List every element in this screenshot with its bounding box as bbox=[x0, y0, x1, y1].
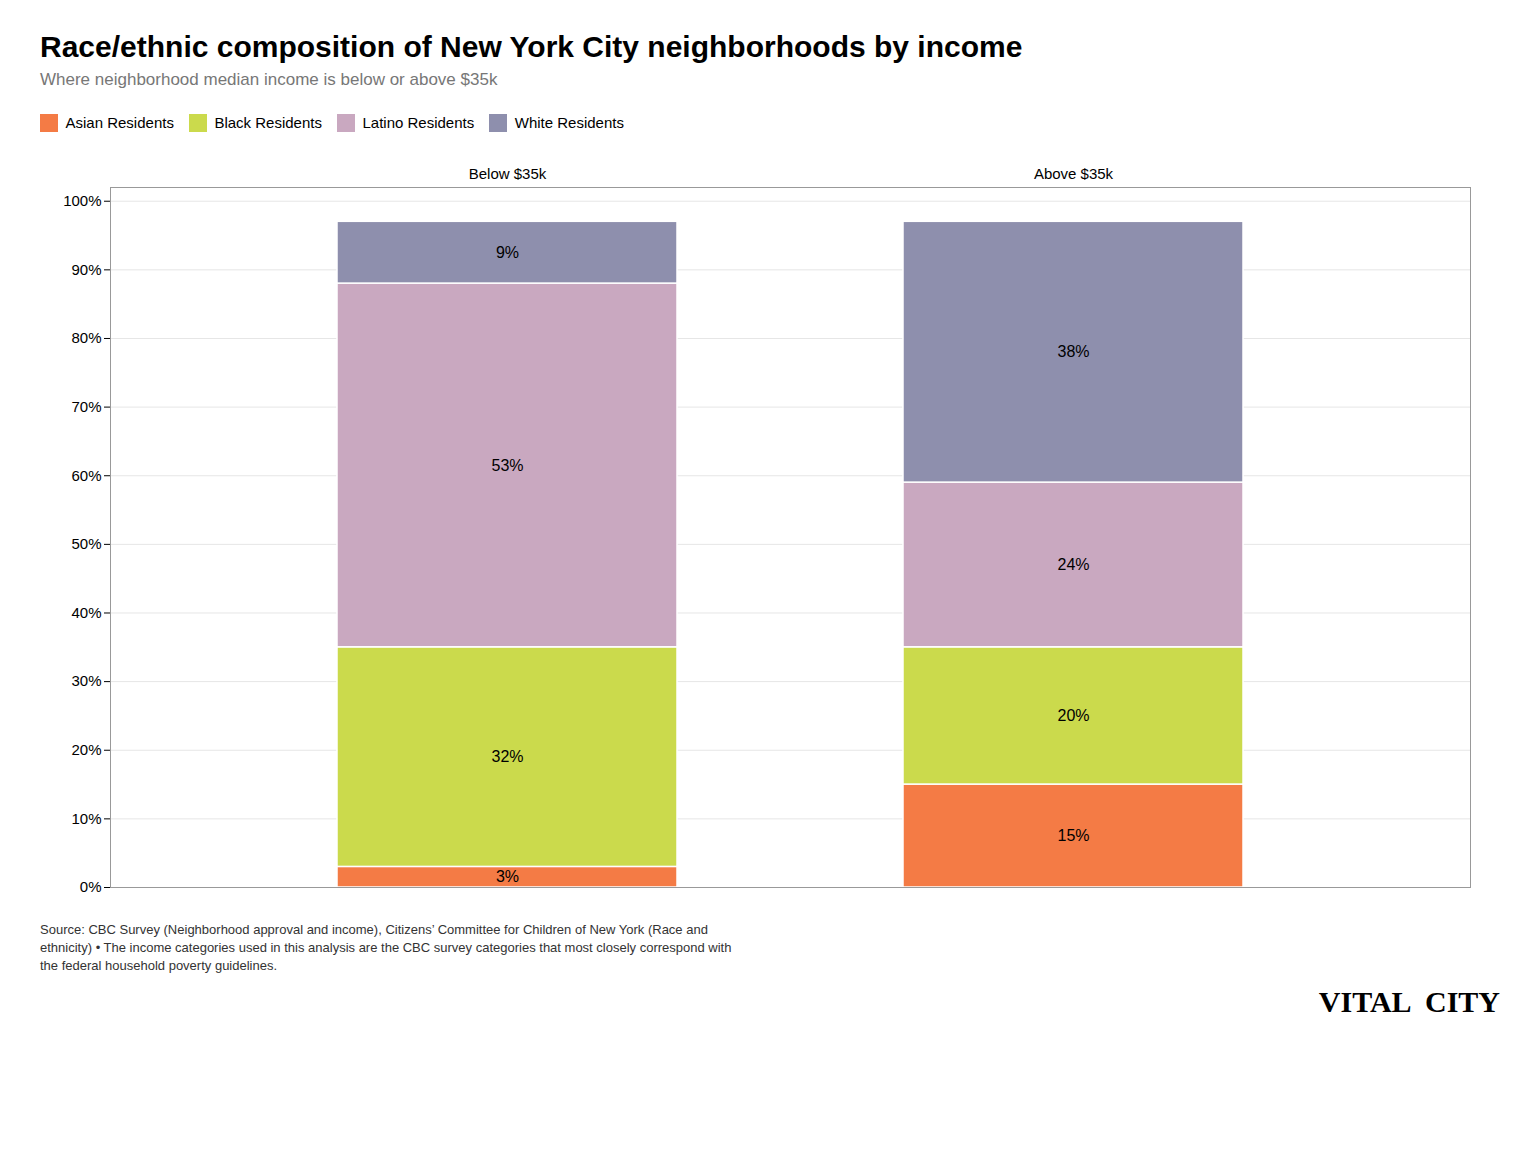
svg-text:9%: 9% bbox=[496, 243, 519, 260]
svg-text:38%: 38% bbox=[1057, 343, 1089, 360]
html-text:Race/ethnic composition of New: Race/ethnic composition of New York City… bbox=[40, 30, 1023, 63]
svg-text:100%: 100% bbox=[63, 192, 101, 209]
html-text:Where neighborhood median inco: Where neighborhood median income is belo… bbox=[40, 70, 498, 89]
svg-text:70%: 70% bbox=[71, 397, 101, 414]
html-text:VITAL CITY: VITAL CITY bbox=[1318, 985, 1500, 1019]
html-text:White Residents: White Residents bbox=[514, 114, 624, 131]
svg-text:0%: 0% bbox=[80, 878, 102, 895]
svg-text:3%: 3% bbox=[496, 868, 519, 885]
svg-text:15%: 15% bbox=[1057, 827, 1089, 844]
svg-text:32%: 32% bbox=[491, 748, 523, 765]
svg-text:50%: 50% bbox=[71, 535, 101, 552]
svg-text:53%: 53% bbox=[491, 456, 523, 473]
svg-text:30%: 30% bbox=[71, 672, 101, 689]
svg-text:20%: 20% bbox=[1057, 707, 1089, 724]
svg-text:Below $35k: Below $35k bbox=[469, 164, 547, 181]
html-text:Source: CBC Survey (Neighborho: Source: CBC Survey (Neighborhood approva… bbox=[40, 921, 732, 973]
html-text:Black Residents: Black Residents bbox=[214, 114, 322, 131]
svg-text:60%: 60% bbox=[71, 466, 101, 483]
svg-text:10%: 10% bbox=[71, 809, 101, 826]
svg-text:40%: 40% bbox=[71, 603, 101, 620]
svg-text:Above $35k: Above $35k bbox=[1034, 164, 1114, 181]
html-text:Latino Residents: Latino Residents bbox=[362, 114, 475, 131]
html-text:Asian Residents: Asian Residents bbox=[65, 114, 174, 131]
svg-text:80%: 80% bbox=[71, 329, 101, 346]
svg-text:24%: 24% bbox=[1057, 556, 1089, 573]
svg-text:90%: 90% bbox=[71, 260, 101, 277]
svg-text:20%: 20% bbox=[71, 741, 101, 758]
